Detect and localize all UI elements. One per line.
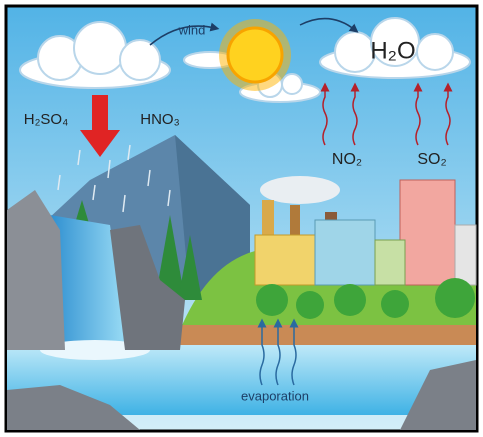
bush <box>296 291 324 319</box>
cloud-part <box>120 40 160 80</box>
building <box>375 240 405 285</box>
bush <box>381 290 409 318</box>
bush <box>334 284 366 316</box>
sun-disc <box>228 28 282 82</box>
building <box>315 220 375 285</box>
water-label: H₂O <box>370 37 415 64</box>
building <box>455 225 476 285</box>
bush <box>435 278 475 318</box>
cloud-part <box>282 74 302 94</box>
wind-label: wind <box>178 22 206 37</box>
acid-rain-diagram: wind H₂O H₂SO₄ HNO₃ <box>0 0 483 437</box>
sun <box>219 19 291 91</box>
nitric-acid-label: HNO₃ <box>140 111 179 128</box>
building <box>255 235 315 285</box>
cloud-part <box>335 32 375 72</box>
building <box>400 180 455 285</box>
smoke <box>260 176 340 204</box>
cloud-part <box>417 34 453 70</box>
bush <box>256 284 288 316</box>
nitrogen-dioxide-label: NO₂ <box>332 151 362 168</box>
sulfuric-acid-label: H₂SO₄ <box>24 111 68 128</box>
evaporation-label: evaporation <box>241 388 309 403</box>
sulfur-dioxide-label: SO₂ <box>417 151 446 168</box>
cloud-part <box>74 22 126 74</box>
